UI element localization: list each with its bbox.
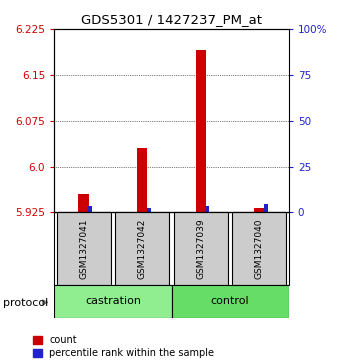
Text: GSM1327040: GSM1327040 [255, 219, 264, 279]
Bar [232, 212, 286, 285]
Text: GSM1327039: GSM1327039 [196, 218, 205, 279]
Text: castration: castration [85, 296, 141, 306]
Bar [57, 212, 111, 285]
Text: control: control [211, 296, 250, 306]
Bar [137, 148, 147, 212]
Bar [147, 208, 151, 212]
Bar [88, 206, 92, 212]
Legend: count, percentile rank within the sample: count, percentile rank within the sample [33, 335, 215, 358]
Text: GSM1327042: GSM1327042 [138, 219, 147, 279]
Bar [78, 194, 89, 212]
Text: GSM1327041: GSM1327041 [79, 219, 88, 279]
Bar [174, 212, 228, 285]
Bar [54, 285, 172, 318]
Bar [196, 50, 206, 212]
Title: GDS5301 / 1427237_PM_at: GDS5301 / 1427237_PM_at [81, 13, 262, 26]
Bar [115, 212, 169, 285]
Bar [264, 204, 268, 212]
Text: protocol: protocol [4, 298, 49, 308]
Bar [254, 208, 265, 212]
Bar [205, 206, 209, 212]
Bar [172, 285, 289, 318]
